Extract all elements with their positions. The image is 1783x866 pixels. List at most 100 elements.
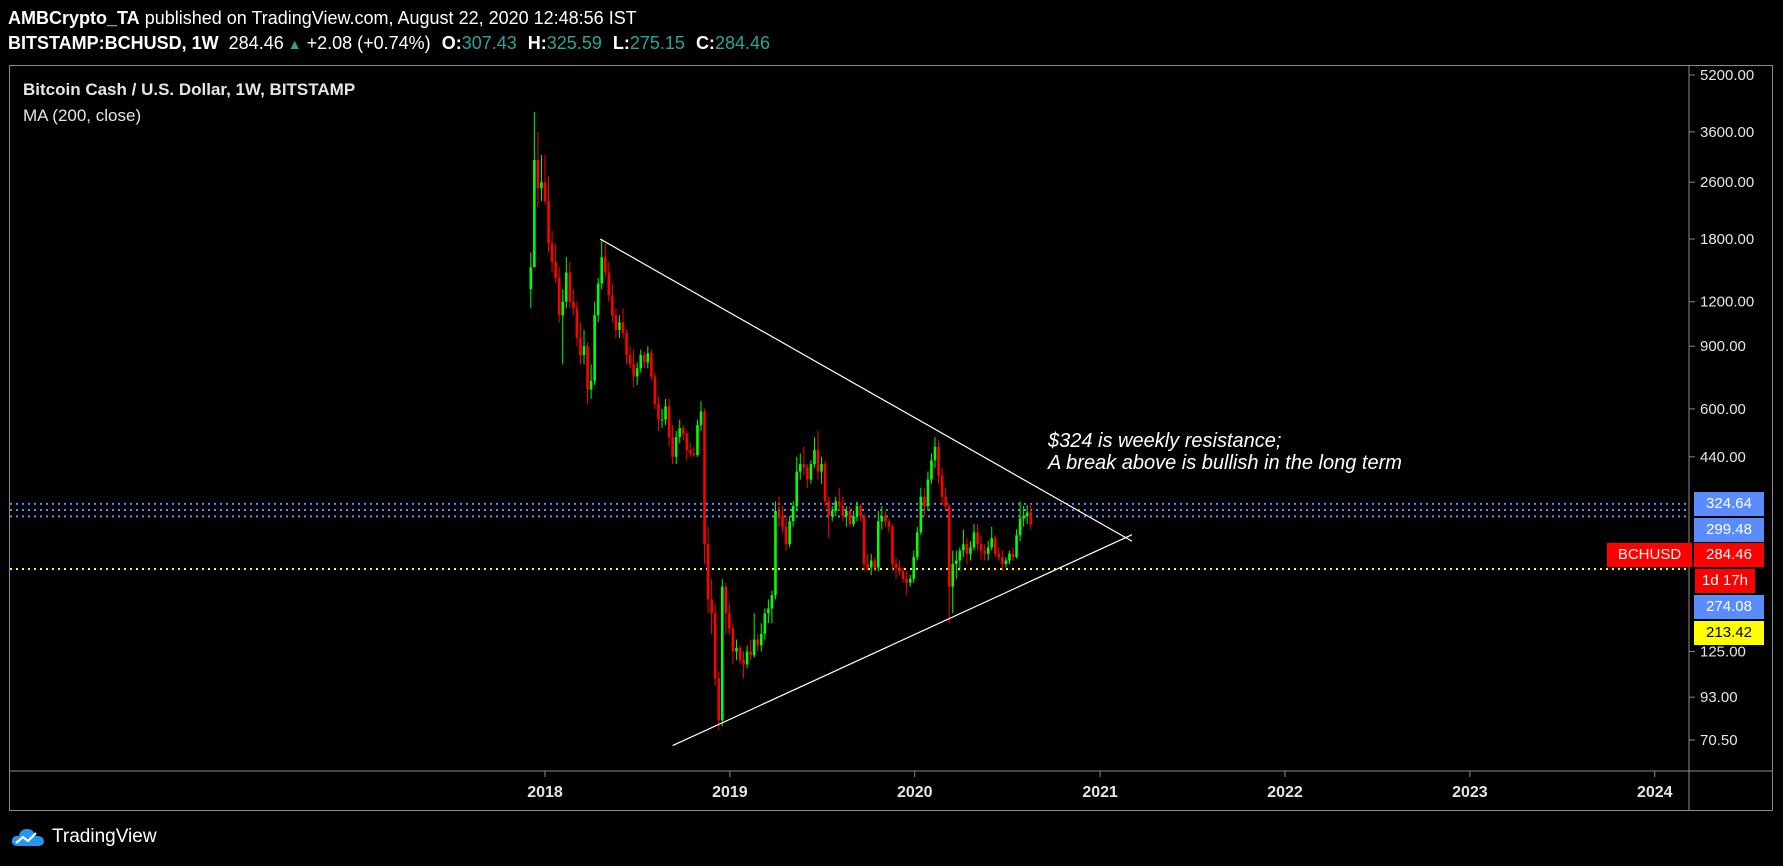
candle-body [621,322,625,334]
candle-body [869,560,873,568]
candle-body [554,262,557,278]
annotation-line-2[interactable]: A break above is bullish in the long ter… [1048,452,1402,474]
candle-body [1008,553,1011,561]
candle-body [611,295,614,316]
candle-body [795,471,799,507]
candle-body [923,496,926,507]
low-value: 275.15 [629,33,685,53]
candle-body [1001,557,1004,565]
candle-body [664,406,667,420]
candle-body [990,538,994,548]
candle-body [533,160,536,268]
candle-body [958,550,962,561]
candle-body [582,346,586,356]
candle-body [997,553,1001,558]
candle-body [859,506,862,517]
candle-body [940,475,944,497]
candle-body [873,560,877,568]
candle-body [568,272,572,302]
candle-body [852,516,855,525]
candle-body [965,544,969,554]
candle-body [618,322,621,330]
price-tick-label: 440.00 [1700,449,1746,466]
candle-body [667,406,671,438]
price-tick-label: 5200.00 [1700,67,1754,84]
chart-legend-indicator[interactable]: MA (200, close) [23,106,142,125]
candle-body [816,449,820,472]
candle-body [561,301,565,316]
candle-body [593,315,596,381]
candle-body [738,647,742,661]
candle-body [908,578,912,583]
candle-body [710,599,713,614]
candle-body [752,639,756,656]
candle-body [720,586,724,721]
candle-body [632,364,635,377]
candle-body [756,639,760,646]
price-label-blue: 274.08 [1694,595,1764,619]
price-label-resistance-mid: 299.48 [1694,518,1764,542]
candle-body [770,595,774,609]
open-value: 307.43 [461,33,517,53]
candle-body [540,182,543,189]
chart-frame [9,65,1773,811]
candle-body [742,660,745,665]
symbol-tag: BCHUSD [1607,543,1692,567]
candle-body [788,521,791,545]
author-name[interactable]: AMBCrypto_TA [8,8,140,28]
tradingview-logo[interactable]: TradingView [10,826,157,848]
candle-body [830,511,834,517]
candle-body [983,550,986,554]
candle-body [703,411,706,545]
candle-body [834,501,838,512]
up-triangle-icon: ▲ [287,36,302,52]
candle-body [784,526,788,545]
candle-body [660,419,664,421]
price-label-yellow: 213.42 [1694,621,1764,645]
candle-body [837,501,841,507]
candle-body [880,516,884,522]
price-tick-label: 2600.00 [1700,174,1754,191]
time-tick-label: 2021 [1082,784,1118,801]
candle-body [845,511,848,517]
candle-body [947,506,951,587]
candle-body [827,501,830,517]
candle-body [529,267,533,290]
logo-text: TradingView [52,826,157,847]
annotation-line-1[interactable]: $324 is weekly resistance; [1048,430,1282,452]
candle-body [976,532,979,545]
chart-legend-title: Bitcoin Cash / U.S. Dollar, 1W, BITSTAMP [23,80,356,99]
time-tick-label: 2019 [712,784,748,801]
price-tick-label: 1200.00 [1700,294,1754,311]
candle-body [901,571,905,579]
candle-body [979,544,983,551]
candle-body [841,506,845,517]
candle-body [915,532,919,558]
candle-body [586,346,589,390]
candle-body [774,511,777,596]
trendline-lower [672,534,1133,747]
candle-body [639,355,643,369]
tradingview-cloud-icon [11,829,44,846]
candle-body [887,521,891,527]
candle-body [650,353,653,377]
candle-body [575,308,579,338]
symbol-label: BITSTAMP:BCHUSD, 1W [8,33,219,53]
candle-body [798,464,802,472]
price-tick-label: 125.00 [1700,643,1746,660]
candle-body [557,277,561,316]
candle-body [596,283,600,316]
candle-body [1025,512,1029,517]
candle-body [944,496,947,507]
candle-body [1011,553,1015,558]
candle-body [696,425,699,456]
candle-body [919,496,923,533]
candle-body [972,532,976,548]
candle-body [905,578,908,583]
candle-body [579,337,582,356]
price-tick-label: 3600.00 [1700,124,1754,141]
candle-body [954,560,958,565]
price-tick-label: 70.50 [1700,732,1738,749]
candle-body [607,272,611,296]
